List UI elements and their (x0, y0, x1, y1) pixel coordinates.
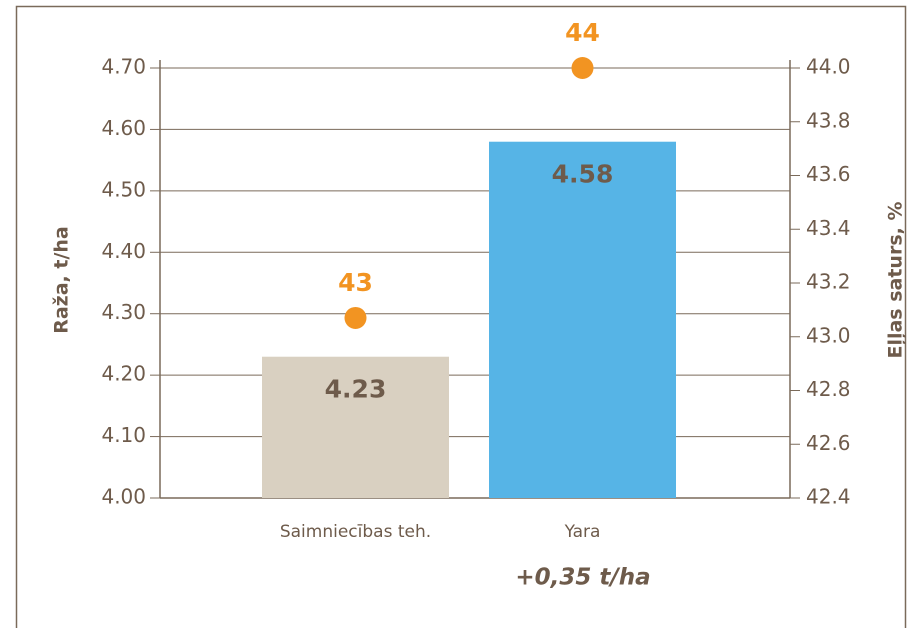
x-tick-label: Saimniecības teh. (280, 522, 431, 542)
y2-tick-label: 43.0 (806, 323, 851, 347)
y2-tick-label: 43.4 (806, 216, 851, 240)
frame (15, 5, 907, 628)
x-tick-label: Yara (564, 522, 601, 542)
y2-tick-label: 42.4 (806, 485, 851, 509)
y2-tick-label: 42.8 (806, 377, 851, 401)
y2-tick-label: 43.8 (806, 108, 851, 132)
bar-value-label: 4.23 (325, 375, 387, 404)
y-tick-label: 4.20 (101, 362, 146, 386)
point-value-label: 44 (565, 18, 600, 47)
y2-tick-label: 43.6 (806, 162, 851, 186)
y-tick-label: 4.40 (101, 239, 146, 263)
point (571, 57, 594, 79)
y-tick-label: 4.60 (101, 116, 146, 140)
y-tick-label: 4.70 (101, 55, 146, 79)
point-value-label: 43 (338, 268, 373, 297)
bar (489, 141, 676, 498)
y-tick-label: 4.30 (101, 300, 146, 324)
y-tick-label: 4.00 (101, 485, 146, 509)
y2-axis-title: Eļļas saturs, % (885, 201, 907, 358)
annotation: +0,35 t/ha (515, 565, 650, 591)
y2-tick-label: 42.6 (806, 431, 851, 455)
bar-value-label: 4.58 (552, 160, 614, 189)
bar (262, 356, 449, 498)
y2-tick-label: 44.0 (806, 55, 851, 79)
y-tick-label: 4.10 (101, 423, 146, 447)
point (344, 306, 367, 329)
y-axis-title: Raža, t/ha (51, 226, 73, 334)
y2-tick-label: 43.2 (806, 270, 851, 294)
y-tick-label: 4.50 (101, 177, 146, 201)
